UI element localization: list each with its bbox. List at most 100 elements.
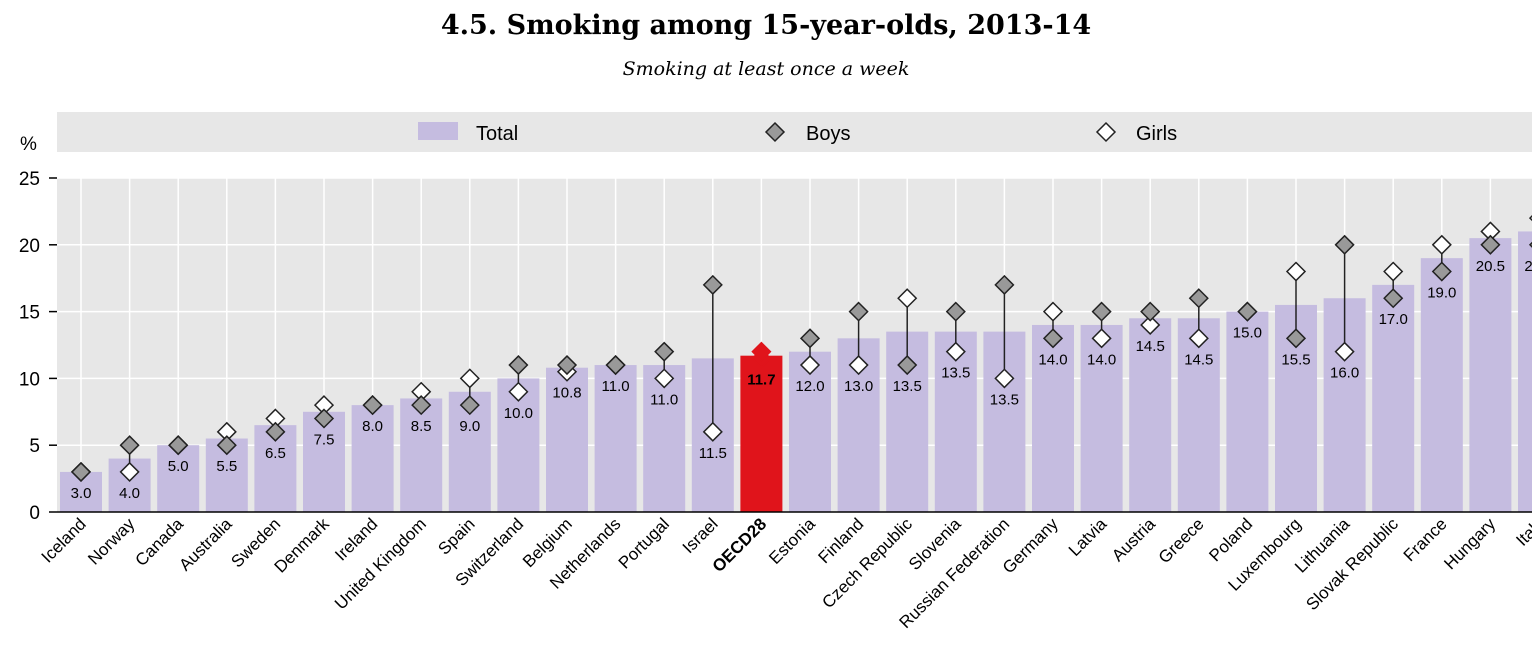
boys-marker [945,301,966,322]
y-tick-label: 0 [29,503,40,524]
boys-marker [411,395,432,416]
value-label: 8.5 [411,418,432,435]
value-label: 16.0 [1330,365,1359,382]
bar [157,445,200,512]
bar [1469,238,1512,512]
value-label: 13.5 [990,391,1019,408]
bar [789,351,831,512]
value-label: 8.0 [362,418,383,435]
boys-marker [362,395,383,416]
bar [546,367,588,512]
bar [1080,324,1123,512]
value-label: 19.0 [1427,285,1456,302]
legend: Total Boys Girls [418,121,1177,145]
legend-label-total: Total [476,123,518,145]
legend-swatch-total [418,122,458,140]
value-label: 10.0 [504,405,533,422]
category-label: Austria [1108,514,1159,565]
girls-marker [508,381,529,402]
girls-marker [1042,301,1064,322]
value-labels: 3.0 4.0 5.0 5.5 6.5 7.5 8.0 8.5 9.0 10.0 10.8 11.0 1… [71,258,1532,502]
value-label: 11.5 [699,445,727,462]
boys-marker [556,354,578,376]
value-label: 11.0 [602,378,630,395]
value-label: 4.0 [119,485,140,502]
boys-marker [1042,328,1064,349]
chart-title: 4.5. Smoking among 15-year-olds, 2013-14 [440,10,1092,41]
boys-marker [119,435,140,456]
bar [1226,311,1269,512]
boys-marker [216,435,237,456]
bar [1372,284,1415,512]
category-label: Latvia [1065,514,1111,560]
value-label: 11.7 [747,371,775,388]
bar [400,398,443,512]
value-label: 15.5 [1281,351,1310,368]
boys-marker [1188,288,1209,309]
boys-marker [1383,288,1404,309]
boys-marker [799,328,821,349]
legend-marker-boys [764,121,786,143]
girls-marker [1334,341,1355,362]
boys-marker [1334,234,1355,255]
boys-marker [1140,301,1161,322]
girls-marker [945,341,966,362]
y-axis-ticks: 0 5 10 15 20 25 [19,169,57,524]
value-label: 10.8 [552,385,581,402]
boys-marker [1480,234,1501,255]
girls-marker [119,461,140,482]
girls-marker [459,368,480,389]
category-label: Spain [434,514,478,558]
bars [60,231,1532,512]
value-label: 7.5 [314,431,335,448]
value-label: 9.0 [459,418,480,435]
value-label: 15.0 [1233,325,1262,342]
girls-marker [848,354,869,376]
category-label: Estonia [765,514,819,568]
boys-marker [702,274,723,295]
girls-marker [702,421,723,442]
value-label: 14.5 [1136,338,1165,355]
category-label: Greece [1155,514,1208,567]
value-label: 3.0 [71,485,92,502]
girls-marker [897,288,918,309]
bar [740,355,783,512]
girls-marker [1140,314,1161,336]
value-label: 14.0 [1087,351,1116,368]
value-label: 12.0 [795,378,824,395]
girls-marker [1431,234,1452,255]
y-tick-label: 20 [19,236,40,257]
bar [1129,318,1172,512]
category-label: OECD28 [709,514,771,576]
girls-marker [1383,261,1404,282]
markers [70,215,1532,482]
value-label: 17.0 [1379,311,1408,328]
boys-marker [1431,261,1452,282]
girls-marker [654,368,675,389]
value-label: 13.0 [844,378,873,395]
y-tick-label: 25 [19,169,40,190]
bar [594,365,637,512]
value-label: 20.5 [1476,258,1505,275]
category-label: Denmark [271,514,334,577]
boys-marker [70,461,92,482]
girls-marker [1285,261,1307,282]
boys-marker [605,354,626,376]
boys-marker [848,301,869,322]
value-label: 11.0 [650,391,678,408]
bar [1032,324,1074,512]
category-label: United Kingdom [331,514,430,613]
bar [351,405,394,512]
y-tick-label: 10 [19,369,40,390]
bar [1518,231,1532,512]
category-label: Norway [84,514,139,569]
category-labels: IcelandNorwayCanadaAustraliaSwedenDenmar… [38,514,1532,632]
category-label: Czech Republic [818,514,916,612]
value-label: 21.0 [1524,258,1532,275]
category-label: Australia [175,514,236,575]
boys-marker [1091,301,1112,322]
legend-label-girls: Girls [1136,123,1177,145]
category-label: Italy [1512,514,1532,550]
girls-marker [994,368,1015,389]
